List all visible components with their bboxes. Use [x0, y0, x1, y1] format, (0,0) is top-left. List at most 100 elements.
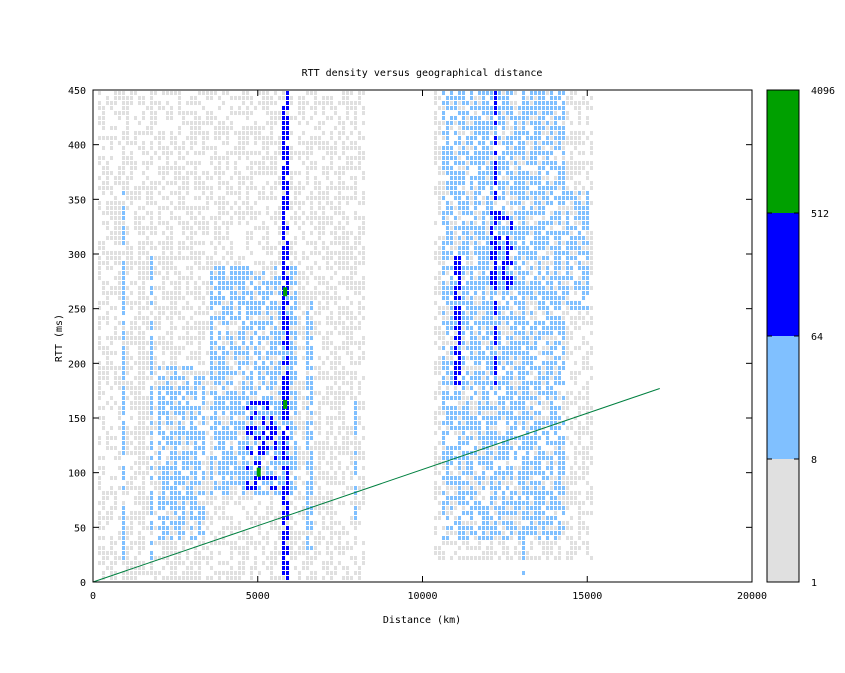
heatmap-cell	[194, 161, 197, 165]
heatmap-cell	[158, 156, 161, 160]
heatmap-cell	[158, 261, 161, 265]
heatmap-cell	[158, 401, 161, 405]
heatmap-cell	[246, 426, 249, 430]
heatmap-cell	[278, 536, 281, 540]
heatmap-cell	[306, 506, 309, 510]
heatmap-cell	[478, 126, 481, 130]
heatmap-cell	[478, 226, 481, 230]
heatmap-cell	[106, 101, 109, 105]
heatmap-cell	[198, 436, 201, 440]
heatmap-cell	[98, 486, 101, 490]
heatmap-cell	[298, 331, 301, 335]
heatmap-cell	[318, 181, 321, 185]
heatmap-cell	[274, 411, 277, 415]
heatmap-cell	[186, 391, 189, 395]
heatmap-cell	[198, 181, 201, 185]
heatmap-cell	[114, 541, 117, 545]
heatmap-cell	[462, 456, 465, 460]
heatmap-cell	[310, 211, 313, 215]
heatmap-cell	[282, 146, 285, 150]
heatmap-cell	[462, 491, 465, 495]
heatmap-cell	[362, 156, 365, 160]
heatmap-cell	[274, 486, 277, 490]
heatmap-cell	[122, 451, 125, 455]
heatmap-cell	[178, 336, 181, 340]
heatmap-cell	[134, 221, 137, 225]
heatmap-cell	[358, 236, 361, 240]
heatmap-cell	[210, 346, 213, 350]
heatmap-cell	[190, 326, 193, 330]
heatmap-cell	[314, 166, 317, 170]
heatmap-cell	[278, 576, 281, 580]
heatmap-cell	[474, 241, 477, 245]
heatmap-cell	[342, 481, 345, 485]
heatmap-cell	[354, 541, 357, 545]
heatmap-cell	[182, 416, 185, 420]
heatmap-cell	[218, 231, 221, 235]
heatmap-cell	[450, 446, 453, 450]
heatmap-cell	[466, 326, 469, 330]
heatmap-cell	[198, 256, 201, 260]
heatmap-cell	[322, 226, 325, 230]
heatmap-cell	[198, 371, 201, 375]
heatmap-cell	[322, 376, 325, 380]
heatmap-cell	[238, 476, 241, 480]
heatmap-cell	[466, 536, 469, 540]
heatmap-cell	[202, 481, 205, 485]
heatmap-cell	[466, 501, 469, 505]
heatmap-cell	[462, 406, 465, 410]
heatmap-cell	[298, 451, 301, 455]
heatmap-cell	[454, 521, 457, 525]
heatmap-cell	[350, 311, 353, 315]
heatmap-cell	[438, 556, 441, 560]
heatmap-cell	[282, 576, 285, 580]
heatmap-cell	[230, 421, 233, 425]
heatmap-cell	[122, 281, 125, 285]
heatmap-cell	[214, 486, 217, 490]
heatmap-cell	[326, 171, 329, 175]
heatmap-cell	[258, 401, 261, 405]
heatmap-cell	[286, 161, 289, 165]
heatmap-cell	[170, 521, 173, 525]
heatmap-cell	[226, 306, 229, 310]
heatmap-cell	[294, 331, 297, 335]
heatmap-cell	[470, 316, 473, 320]
heatmap-cell	[110, 201, 113, 205]
heatmap-cell	[446, 326, 449, 330]
heatmap-cell	[282, 271, 285, 275]
heatmap-cell	[174, 431, 177, 435]
heatmap-cell	[438, 486, 441, 490]
heatmap-cell	[258, 501, 261, 505]
heatmap-cell	[322, 506, 325, 510]
heatmap-cell	[466, 481, 469, 485]
heatmap-cell	[258, 461, 261, 465]
heatmap-cell	[438, 121, 441, 125]
heatmap-cell	[322, 141, 325, 145]
heatmap-cell	[194, 131, 197, 135]
heatmap-cell	[130, 451, 133, 455]
heatmap-cell	[238, 191, 241, 195]
heatmap-cell	[442, 336, 445, 340]
heatmap-cell	[154, 576, 157, 580]
heatmap-cell	[434, 491, 437, 495]
heatmap-cell	[474, 111, 477, 115]
heatmap-cell	[162, 481, 165, 485]
heatmap-cell	[338, 136, 341, 140]
heatmap-cell	[458, 271, 461, 275]
heatmap-cell	[326, 461, 329, 465]
heatmap-cell	[318, 506, 321, 510]
heatmap-cell	[474, 381, 477, 385]
heatmap-cell	[194, 181, 197, 185]
heatmap-cell	[362, 336, 365, 340]
heatmap-cell	[246, 236, 249, 240]
heatmap-cell	[266, 196, 269, 200]
heatmap-cell	[214, 391, 217, 395]
heatmap-cell	[234, 306, 237, 310]
heatmap-cell	[210, 476, 213, 480]
heatmap-cell	[270, 416, 273, 420]
heatmap-cell	[470, 121, 473, 125]
heatmap-cell	[174, 326, 177, 330]
heatmap-cell	[438, 311, 441, 315]
heatmap-cell	[306, 461, 309, 465]
heatmap-cell	[346, 91, 349, 95]
